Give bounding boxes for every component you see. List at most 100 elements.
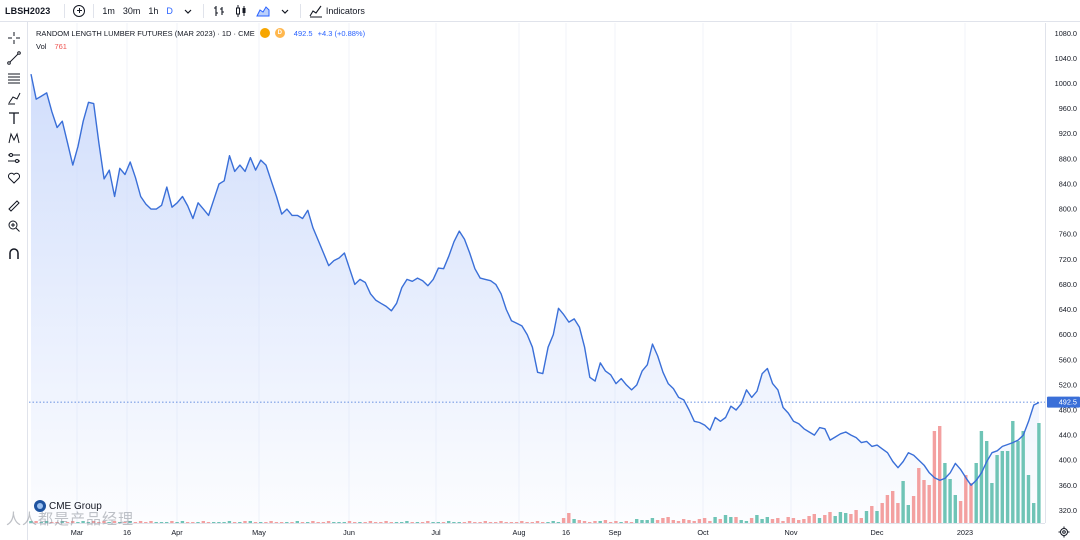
magnet-tool[interactable] — [6, 246, 22, 262]
magnet-icon — [9, 248, 19, 259]
time-tick-label: Jul — [431, 528, 441, 537]
volume-bar — [212, 522, 216, 523]
volume-bar — [896, 503, 900, 523]
volume-bar — [525, 522, 529, 523]
volume-bar — [1016, 441, 1020, 523]
volume-bar — [682, 519, 686, 523]
symbol-search[interactable]: LBSH2023 — [5, 5, 51, 16]
fib-retracement-icon — [8, 73, 20, 84]
interval-1h[interactable]: 1h — [148, 5, 159, 16]
volume-bar — [462, 522, 467, 523]
volume-bar — [666, 517, 670, 523]
volume-label: Vol — [36, 42, 47, 51]
volume-bar — [990, 483, 994, 523]
measure-tool[interactable] — [6, 198, 22, 214]
pattern-tool[interactable] — [6, 130, 22, 146]
price-tick-label: 840.0 — [1059, 179, 1077, 188]
volume-bar — [81, 521, 85, 523]
interval-30m[interactable]: 30m — [122, 5, 141, 16]
volume-bar — [718, 519, 722, 523]
volume-bar — [311, 521, 315, 523]
volume-bar — [875, 511, 879, 523]
volume-bar — [300, 522, 305, 523]
divider — [93, 3, 95, 18]
volume-bar — [76, 522, 80, 523]
volume-bar — [749, 518, 754, 523]
price-axis-labels: 1080.0 1040.0 1000.0 960.0 920.0 880.0 840.0 80… — [1047, 29, 1080, 515]
text-icon — [9, 112, 19, 124]
chart-settings-icon[interactable] — [1058, 526, 1070, 538]
volume-bar — [415, 522, 420, 523]
volume-bar — [264, 522, 268, 523]
volume-bar — [504, 522, 508, 523]
text-tool[interactable] — [6, 110, 22, 126]
last-price: 492.5 — [293, 28, 313, 38]
price-chart[interactable] — [29, 23, 1045, 523]
volume-bar — [149, 521, 153, 523]
volume-bar — [441, 522, 446, 523]
volume-bar — [373, 522, 378, 523]
volume-bar — [739, 520, 743, 523]
area-style-button[interactable] — [252, 2, 274, 20]
volume-bar — [817, 518, 822, 523]
volume-bar — [248, 521, 252, 523]
bars-style-button[interactable] — [208, 2, 230, 20]
time-tick-label: May — [252, 528, 266, 537]
volume-bar — [97, 522, 101, 523]
volume-bar — [781, 521, 785, 523]
price-axis[interactable]: 1080.0 1040.0 1000.0 960.0 920.0 880.0 840.0 80… — [1045, 23, 1080, 523]
zoom-tool[interactable] — [6, 218, 22, 234]
divider — [299, 3, 301, 18]
indicators-button[interactable]: Indicators — [305, 2, 369, 20]
volume-bar — [828, 512, 832, 523]
volume-bar — [687, 520, 691, 523]
volume-bar — [201, 521, 205, 523]
compare-add-button[interactable] — [69, 2, 89, 20]
divider — [202, 3, 204, 18]
volume-value: 761 — [54, 42, 67, 51]
fib-tool[interactable] — [6, 70, 22, 86]
volume-bar — [316, 522, 320, 523]
volume-bar — [326, 521, 331, 523]
volume-legend: Vol 761 — [36, 42, 67, 51]
volume-bar — [838, 512, 843, 523]
trend-line-tool[interactable] — [6, 50, 22, 66]
volume-bar — [927, 485, 931, 523]
last-price-tag-label: 492.5 — [1059, 398, 1077, 407]
interval-d[interactable]: D — [166, 5, 173, 16]
time-tick-label: Mar — [71, 528, 84, 537]
chart-pane[interactable] — [29, 23, 1045, 523]
time-axis[interactable]: Mar 16 Apr May Jun Jul Aug 16 Sep Oct Nov Dec 2023 — [29, 523, 1045, 540]
volume-bar — [165, 522, 169, 523]
price-tick-label: 440.0 — [1059, 431, 1077, 440]
drawing-toolbar — [0, 22, 28, 540]
price-tick-label: 680.0 — [1059, 280, 1077, 289]
brush-tool[interactable] — [6, 90, 22, 106]
volume-bar — [849, 514, 853, 523]
volume-bar — [306, 522, 310, 523]
volume-bar — [405, 521, 409, 523]
volume-bar — [995, 455, 999, 523]
volume-bar — [797, 520, 801, 523]
volume-bar — [624, 521, 628, 523]
crosshair-tool[interactable] — [6, 30, 22, 46]
volume-bar — [112, 521, 117, 523]
volume-bar — [290, 522, 294, 523]
price-change: +4.3 (+0.88%) — [317, 28, 366, 38]
chart-type-dropdown[interactable] — [274, 2, 296, 20]
volume-bar — [870, 506, 874, 523]
volume-bar — [353, 522, 357, 523]
volume-bar — [102, 521, 106, 523]
favorites-tool[interactable] — [6, 170, 22, 186]
volume-bar — [358, 522, 362, 523]
interval-1m[interactable]: 1m — [102, 5, 115, 16]
candles-style-button[interactable] — [230, 2, 252, 20]
volume-bar — [833, 516, 837, 523]
interval-dropdown[interactable] — [177, 2, 199, 20]
volume-bar — [561, 518, 566, 523]
volume-bar — [629, 522, 634, 523]
volume-bar — [859, 518, 863, 523]
volume-bar — [661, 518, 665, 523]
volume-bar — [180, 521, 185, 523]
prediction-tool[interactable] — [6, 150, 22, 166]
